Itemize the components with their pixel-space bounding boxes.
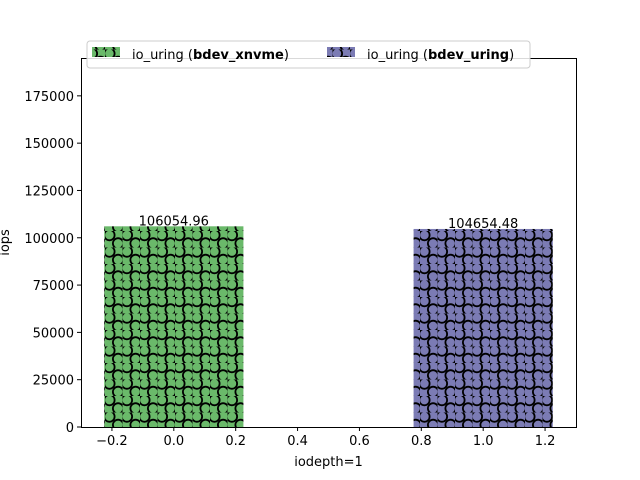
y-tick-label: 0 xyxy=(66,421,74,436)
legend-swatch xyxy=(327,47,355,57)
y-tick-label: 175000 xyxy=(24,90,74,105)
y-tick-label: 50000 xyxy=(33,326,74,341)
legend: io_uring (bdev_xnvme) io_uring (bdev_urin… xyxy=(86,40,531,69)
data-labels: 106054.96 104654.48 xyxy=(139,214,519,232)
bar-bdev-xnvme xyxy=(104,226,244,427)
x-tick-label: 1.2 xyxy=(535,434,556,449)
legend-entry-label: io_uring (bdev_uring) xyxy=(367,48,514,63)
y-axis-label: iops xyxy=(0,229,13,256)
y-tick-label: 25000 xyxy=(33,374,74,389)
x-tick-label: 0.0 xyxy=(163,434,184,449)
x-tick-label: 1.0 xyxy=(473,434,494,449)
legend-box xyxy=(86,40,531,69)
bar-bdev-uring xyxy=(413,228,553,427)
x-axis-ticks: −0.2 0.0 0.2 0.4 0.6 0.8 1.0 1.2 xyxy=(96,427,555,449)
y-tick-label: 150000 xyxy=(24,137,74,152)
x-tick-label: 0.4 xyxy=(287,434,308,449)
bars xyxy=(104,226,553,427)
y-tick-label: 125000 xyxy=(24,184,74,199)
bar-value-label: 104654.48 xyxy=(448,217,518,232)
bar-value-label: 106054.96 xyxy=(139,214,209,229)
y-axis-ticks: 0 25000 50000 75000 100000 125000 150000 175000 xyxy=(24,90,81,436)
y-tick-label: 75000 xyxy=(33,279,74,294)
legend-entry-label: io_uring (bdev_xnvme) xyxy=(132,48,289,63)
x-tick-label: 0.6 xyxy=(349,434,370,449)
x-tick-label: 0.2 xyxy=(225,434,246,449)
x-axis-label: iodepth=1 xyxy=(294,455,363,470)
x-tick-label: 0.8 xyxy=(411,434,432,449)
y-tick-label: 100000 xyxy=(24,232,74,247)
x-tick-label: −0.2 xyxy=(96,434,128,449)
legend-swatch xyxy=(92,47,120,57)
